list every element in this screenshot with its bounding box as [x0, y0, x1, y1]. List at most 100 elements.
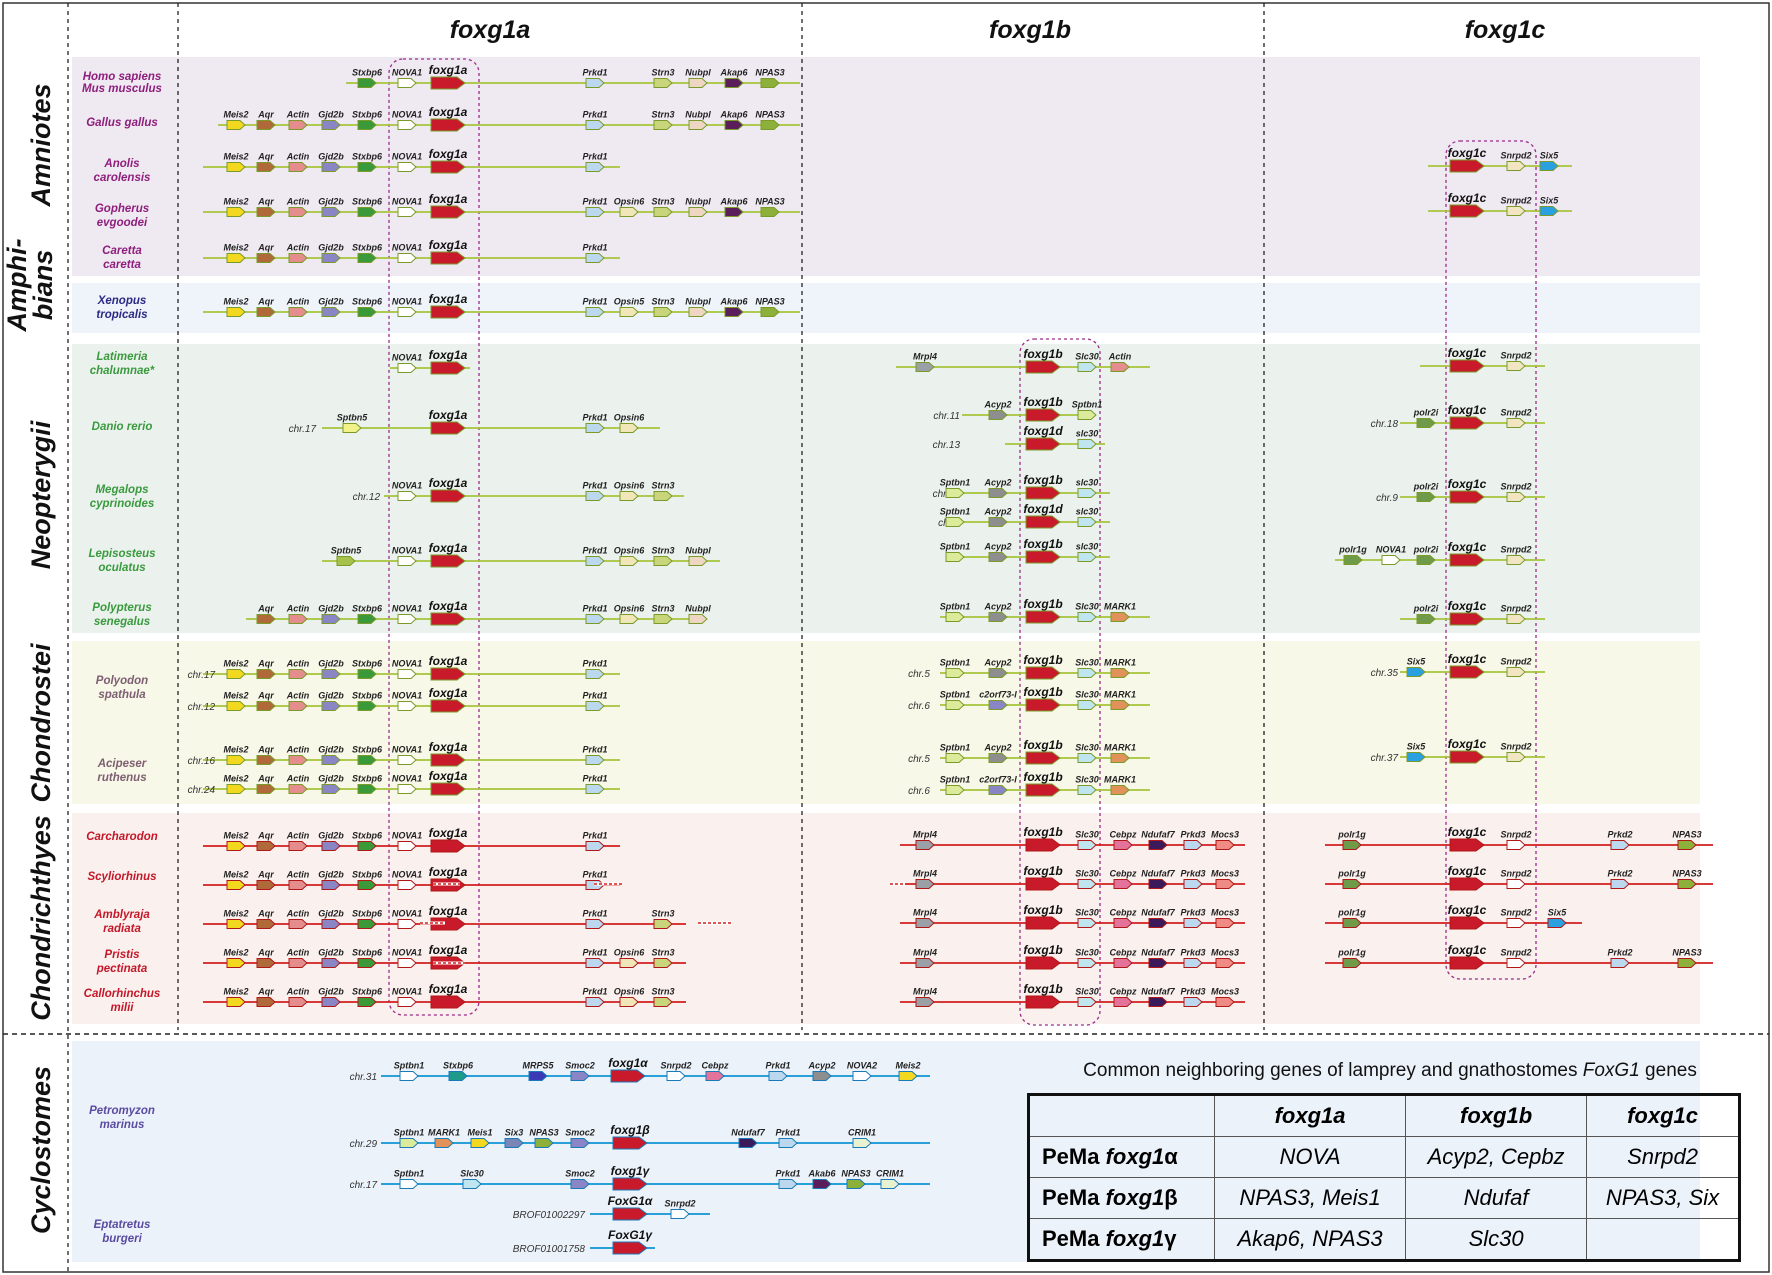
gene-label: Stxbp6: [352, 243, 383, 253]
gene-label: foxg1b: [1023, 473, 1062, 487]
gene-track: foxg1c Snrpd2 Six5: [1428, 146, 1572, 173]
gene-label: Prkd2: [1607, 830, 1632, 840]
gene-arrow: [1506, 418, 1526, 428]
gene-arrow: [945, 785, 965, 795]
gene-arrow: [688, 78, 708, 88]
gene-label: Prkd1: [582, 243, 607, 253]
gene-label: Mocs3: [1211, 908, 1239, 918]
gene-label: Snrpd2: [660, 1061, 691, 1071]
gene-arrow: [1077, 997, 1097, 1007]
gene-arrow: [778, 1138, 798, 1148]
gene-label: foxg1c: [1448, 146, 1487, 160]
gene-label: Opsin5: [614, 297, 646, 307]
gene-arrow: [1110, 753, 1130, 763]
gene-label: Prkd1: [582, 987, 607, 997]
species-name: Mus musculus: [82, 83, 162, 95]
gene-arrow: [226, 880, 246, 890]
gene-arrow: [1610, 958, 1630, 968]
species-name: burgeri: [102, 1233, 142, 1245]
gene-label: Stxbp6: [352, 152, 383, 162]
gene-track: BROF01001758 FoxG1γ: [513, 1228, 655, 1255]
gene-label: Meis2: [223, 987, 248, 997]
species-name: radiata: [103, 923, 141, 935]
gene-label: NOVA1: [392, 659, 422, 669]
gene-arrow: [397, 120, 417, 130]
orthology-box: [1019, 338, 1101, 1026]
gene-arrow: [288, 919, 308, 929]
gene-arrow: [619, 997, 639, 1007]
gene-label: slc30: [1076, 507, 1099, 517]
species-name: spathula: [98, 689, 146, 701]
gene-arrow: [1113, 840, 1133, 850]
gene-track: chr.5 Sptbn1 Acyp2 foxg1b Slc30 MARK1: [908, 738, 1150, 765]
gene-arrow: [1449, 877, 1485, 891]
gene-label: CRIM1: [876, 1169, 904, 1179]
gene-label: foxg1d: [1023, 424, 1063, 438]
gene-arrow: [357, 669, 377, 679]
species-name: senegalus: [94, 616, 150, 628]
gene-track: chr.37 Six5 foxg1c Snrpd2: [1371, 737, 1545, 764]
table-row: PeMa foxg1γ Akap6, NPAS3 Slc30: [1028, 1218, 1740, 1261]
gene-label: Stxbp6: [352, 948, 383, 958]
gene-label: Meis2: [223, 197, 248, 207]
gene-label: Cebpz: [1110, 869, 1138, 879]
gene-arrow: [1113, 997, 1133, 1007]
gene-label: Slc30: [1075, 830, 1099, 840]
species-name: Polypterus: [92, 602, 151, 614]
gene-arrow: [1077, 517, 1097, 527]
gene-arrow: [945, 488, 965, 498]
gene-arrow: [430, 76, 466, 90]
gene-track: Mrpl4 foxg1b Slc30 Cebpz Ndufaf7 Prkd3 Mocs3: [900, 825, 1245, 852]
gene-label: Prkd2: [1607, 869, 1632, 879]
gene-label: foxg1c: [1448, 652, 1487, 666]
gene-arrow: [585, 78, 605, 88]
row-header: PeMa foxg1α: [1028, 1136, 1215, 1178]
gene-label: foxg1c: [1448, 191, 1487, 205]
gene-label: NOVA1: [392, 987, 422, 997]
gene-arrow: [397, 363, 417, 373]
gene-arrow: [1025, 486, 1061, 500]
gene-arrow: [760, 207, 780, 217]
gene-arrow: [321, 120, 341, 130]
gene-label: foxg1b: [1023, 864, 1062, 878]
gene-label: polr2i: [1413, 408, 1439, 418]
gene-label: Mrpl4: [913, 987, 937, 997]
gene-arrow: [399, 1138, 419, 1148]
gene-label: NPAS3: [755, 110, 784, 120]
gene-label: Aqr: [257, 659, 274, 669]
gene-label: foxg1a: [429, 147, 468, 161]
gene-label: foxg1c: [1448, 477, 1487, 491]
gene-label: NOVA1: [392, 297, 422, 307]
gene-label: NOVA2: [847, 1061, 877, 1071]
gene-label: NPAS3: [755, 197, 784, 207]
gene-label: NOVA1: [392, 745, 422, 755]
gene-arrow: [1113, 918, 1133, 928]
gene-arrow: [1025, 408, 1061, 422]
gene-arrow: [585, 423, 605, 433]
gene-arrow: [1183, 879, 1203, 889]
gene-label: foxg1a: [429, 654, 468, 668]
gene-arrow: [504, 1138, 524, 1148]
gene-label: Stxbp6: [352, 774, 383, 784]
gene-label: Sptbn1: [394, 1169, 425, 1179]
gene-arrow: [988, 612, 1008, 622]
gene-label: Six5: [1407, 742, 1427, 752]
gene-label: Ndufaf7: [731, 1128, 765, 1138]
group-label-chondrostei: Chondrostei: [26, 643, 56, 802]
gene-arrow: [1077, 362, 1097, 372]
gene-arrow: [1025, 515, 1061, 529]
gene-label: Prkd1: [582, 909, 607, 919]
species-name: Gallus gallus: [86, 117, 158, 129]
gene-label: Acyp2: [983, 478, 1011, 488]
gene-label: Stxbp6: [352, 987, 383, 997]
gene-arrow: [226, 841, 246, 851]
gene-label: Nubpl: [685, 110, 711, 120]
gene-label: Strn3: [651, 546, 674, 556]
gene-track: chr.15Sptbn1Acyp2foxg1bslc30: [933, 473, 1110, 500]
gene-arrow: [1342, 840, 1362, 850]
gene-arrow: [915, 958, 935, 968]
gene-track: chr.11 Acyp2 foxg1b Sptbn1: [933, 395, 1102, 422]
gene-arrow: [1343, 555, 1363, 565]
table-cell: Acyp2, Cepbz: [1405, 1136, 1588, 1178]
gene-arrow: [585, 491, 605, 501]
